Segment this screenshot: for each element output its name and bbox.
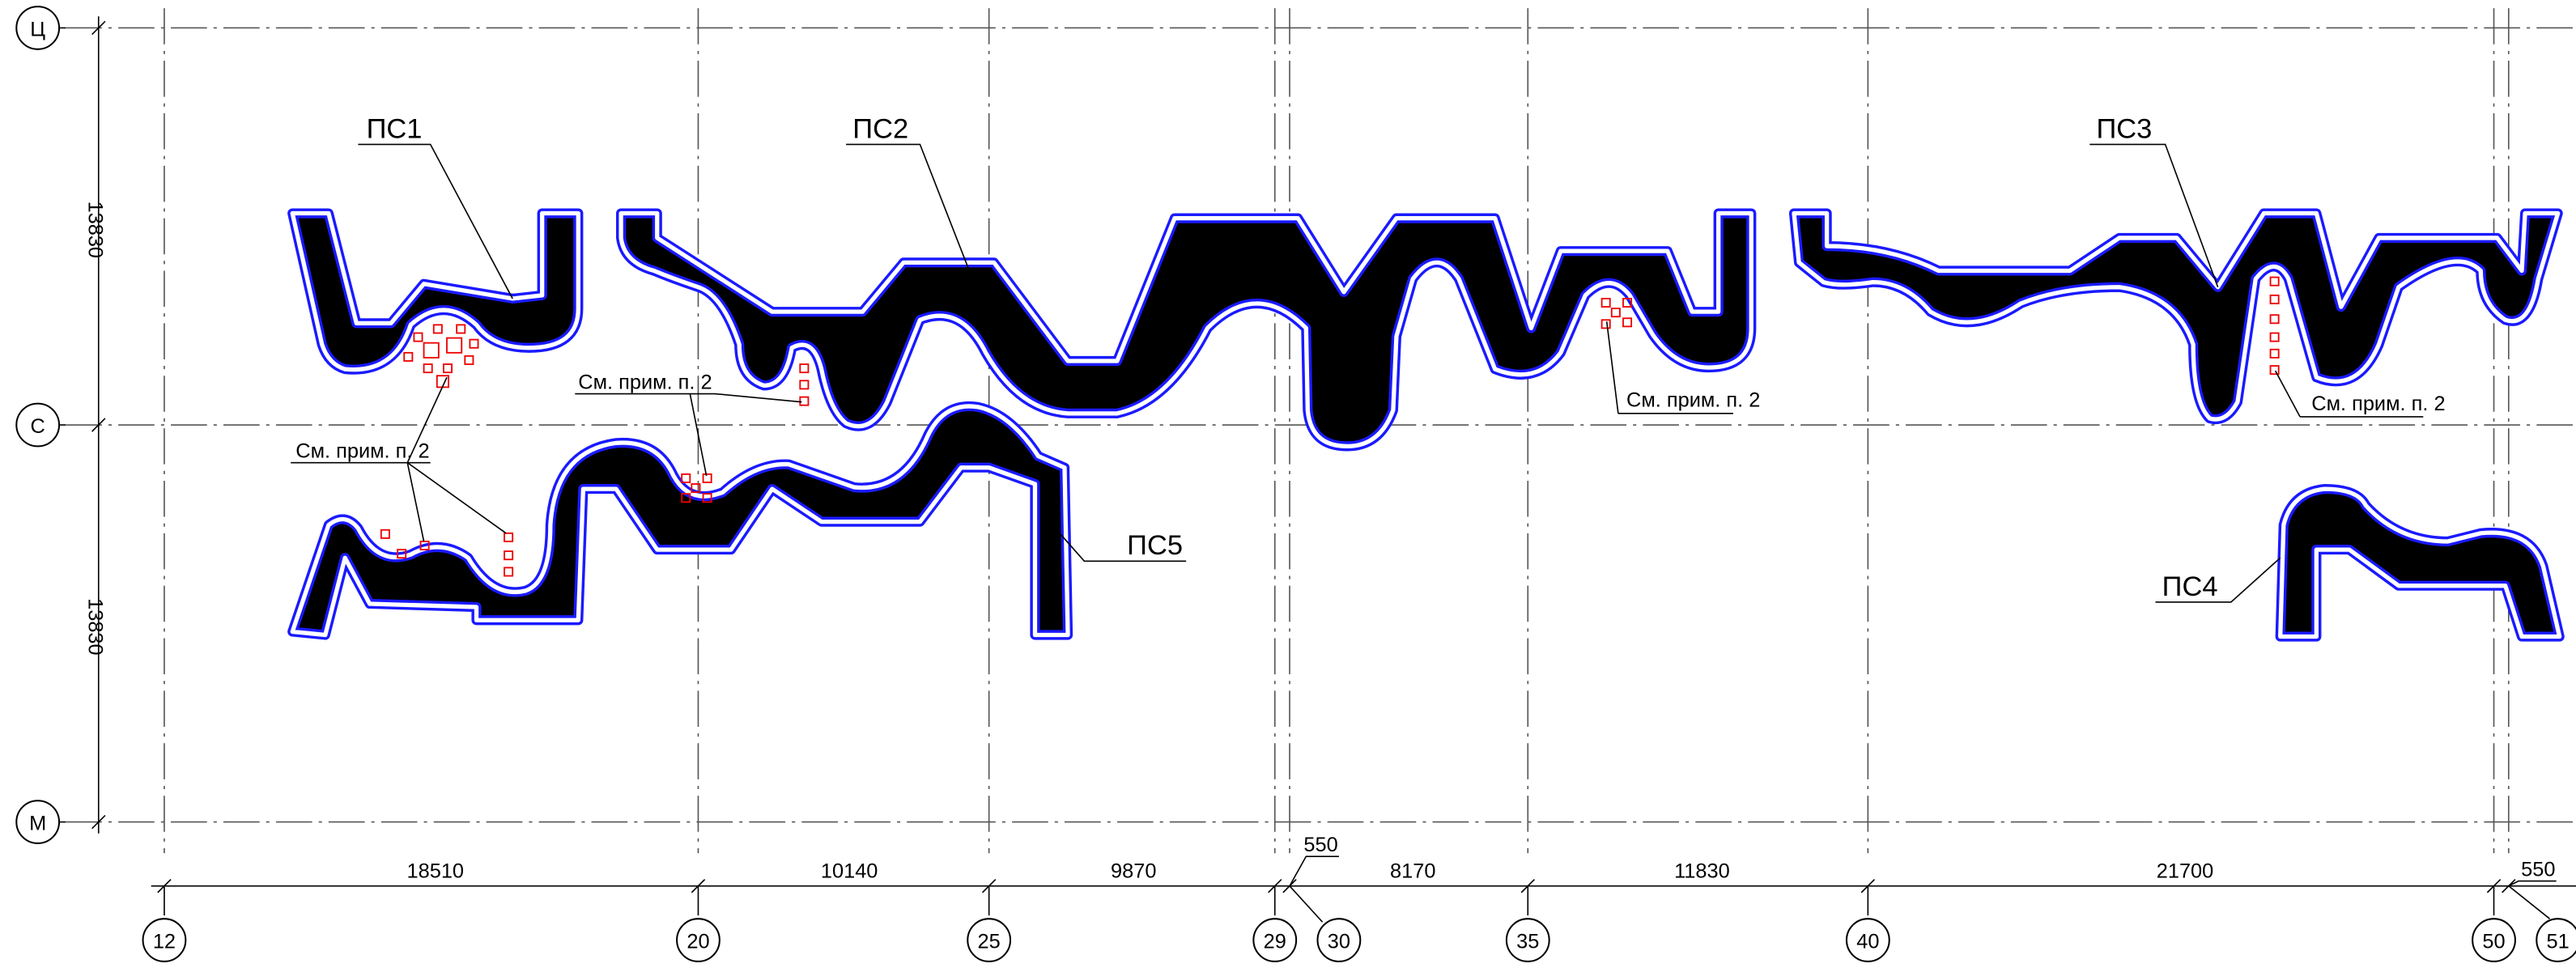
note: См. прим. п. 2 <box>1626 389 1760 412</box>
dimension: 9870 <box>1111 860 1156 883</box>
column-label: 35 <box>1516 931 1539 953</box>
row-label: С <box>31 415 45 438</box>
row-markers: Ц С М <box>16 6 66 843</box>
dimension: 13830 <box>84 202 107 258</box>
panel-label: ПС5 <box>1127 530 1183 561</box>
panel-label: ПС1 <box>367 113 423 144</box>
column-label: 40 <box>1856 931 1879 953</box>
panel-label: ПС2 <box>852 113 908 144</box>
column-label: 51 <box>2547 931 2570 953</box>
dimension: 10140 <box>821 860 878 883</box>
row-label: М <box>29 813 46 835</box>
column-label: 12 <box>153 931 176 953</box>
dimension: 13830 <box>84 598 107 655</box>
dimension-lines <box>92 16 2576 922</box>
dimension: 8170 <box>1390 860 1435 883</box>
dimension: 11830 <box>1674 860 1730 883</box>
note: См. прим. п. 2 <box>295 440 429 463</box>
column-label: 29 <box>1264 931 1286 953</box>
dimension: 550 <box>2521 858 2555 881</box>
panel-label: ПС4 <box>2162 571 2218 602</box>
column-label: 20 <box>687 931 709 953</box>
column-markers: 12 20 25 29 30 35 40 50 51 <box>143 919 2576 962</box>
drawing: Ц С М 12 20 25 29 30 35 40 50 51 18510 1… <box>0 0 2576 968</box>
dimension: 21700 <box>2157 860 2214 883</box>
note: См. прим. п. 2 <box>578 371 712 393</box>
column-label: 25 <box>978 931 1001 953</box>
panel-label: ПС3 <box>2096 113 2152 144</box>
column-label: 50 <box>2482 931 2505 953</box>
column-label: 30 <box>1328 931 1350 953</box>
dimension: 18510 <box>407 860 465 883</box>
dimension: 550 <box>1303 834 1337 856</box>
note: См. прим. п. 2 <box>2311 393 2445 415</box>
row-label: Ц <box>30 19 45 41</box>
